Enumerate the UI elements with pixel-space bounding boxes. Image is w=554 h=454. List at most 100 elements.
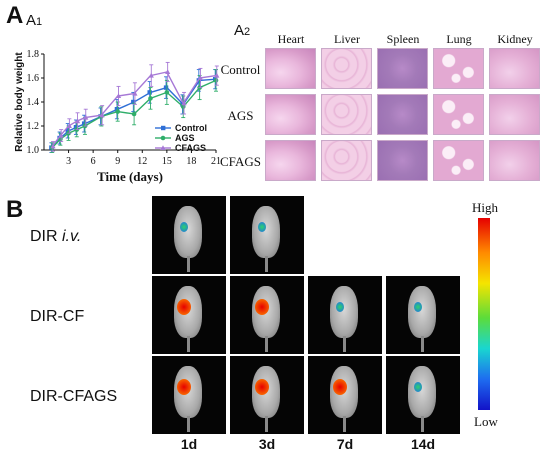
fluorescence-image xyxy=(230,356,304,434)
body-weight-chart: 3 6 9 12 15 18 21 1.0 1.2 1.4 1.6 1.8 Time (days) Rel… xyxy=(14,49,221,184)
histology-image-lung-ags xyxy=(433,94,484,135)
mouse-silhouette xyxy=(408,366,436,418)
histology-image-kidney-control xyxy=(489,48,540,89)
x-tick-label: 18 xyxy=(186,156,196,167)
legend-marker xyxy=(160,135,166,141)
histology-image-liver-ags xyxy=(321,94,372,135)
data-point xyxy=(147,90,152,95)
histology-column-header: Lung xyxy=(446,32,472,46)
panel-label-b: B xyxy=(6,196,24,223)
y-tick-label: 1.8 xyxy=(27,49,40,60)
mouse-tail xyxy=(187,416,190,432)
fluorescence-signal xyxy=(258,222,266,232)
fluorescence-signal xyxy=(177,379,191,395)
histology-image-lung-control xyxy=(433,48,484,89)
mouse-silhouette xyxy=(252,206,280,258)
histology-row-label: Control xyxy=(220,62,261,77)
x-tick-label: 21 xyxy=(211,156,221,167)
panel-label-a: A xyxy=(6,2,24,29)
fluorescence-image xyxy=(386,276,460,354)
panel-label-a1: A1 xyxy=(26,12,42,30)
mouse-silhouette xyxy=(330,286,358,338)
histology-column-header: Liver xyxy=(334,32,360,46)
fluorescence-signal xyxy=(255,299,269,315)
imaging-row-label: DIR-CF xyxy=(30,308,84,326)
fluorescence-signal xyxy=(336,302,344,312)
panel-label-a2-letter: A xyxy=(234,22,245,39)
mouse-tail xyxy=(187,336,190,352)
mouse-tail xyxy=(265,256,268,272)
data-point xyxy=(114,107,120,112)
histology-image-spleen-cfags xyxy=(377,140,428,181)
histology-image-heart-cfags xyxy=(265,140,316,181)
fluorescence-signal xyxy=(414,302,422,312)
x-tick-label: 3 xyxy=(66,156,71,167)
data-point xyxy=(132,90,138,96)
mouse-tail xyxy=(265,336,268,352)
mouse-tail xyxy=(265,416,268,432)
histology-image-kidney-cfags xyxy=(489,140,540,181)
imaging-row-label-italic: i.v. xyxy=(62,228,82,245)
x-tick-label: 9 xyxy=(115,156,120,167)
histology-image-spleen-control xyxy=(377,48,428,89)
fluorescence-signal xyxy=(177,299,191,315)
colorbar-low-label: Low xyxy=(474,414,498,429)
panel-label-a1-sub: 1 xyxy=(36,16,43,28)
data-point xyxy=(74,118,81,124)
panel-label-a1-letter: A xyxy=(26,12,37,29)
x-tick-label: 15 xyxy=(162,156,172,167)
imaging-row-label: DIR-CFAGS xyxy=(30,388,117,406)
histology-image-kidney-ags xyxy=(489,94,540,135)
y-tick-label: 1.6 xyxy=(27,73,40,84)
data-point xyxy=(66,123,72,128)
mouse-silhouette xyxy=(174,206,202,258)
legend-label: CFAGS xyxy=(175,143,206,153)
fluorescence-image xyxy=(230,276,304,354)
histology-panel: Heart Liver Spleen Lung Kidney Control AGS CFA… xyxy=(220,28,554,181)
legend-label: AGS xyxy=(175,133,195,143)
fluorescence-image xyxy=(308,276,382,354)
data-point xyxy=(131,99,136,105)
fluorescence-signal xyxy=(414,382,422,392)
time-label: 14d xyxy=(410,436,436,452)
panel-label-a2-sub: 2 xyxy=(244,26,251,38)
data-point xyxy=(148,72,154,78)
histology-image-heart-control xyxy=(265,48,316,89)
fluorescence-signal xyxy=(333,379,347,395)
fluorescence-image xyxy=(152,276,226,354)
y-axis-label: Relative body weight xyxy=(14,52,25,152)
panel-label-a2: A2 xyxy=(234,22,250,40)
histology-column-header: Heart xyxy=(277,32,305,46)
mouse-silhouette xyxy=(408,286,436,338)
histology-row-label: AGS xyxy=(227,108,254,123)
histology-column-header: Kidney xyxy=(497,32,533,46)
mouse-tail xyxy=(343,336,346,352)
time-label: 3d xyxy=(258,436,276,452)
data-point xyxy=(99,112,105,118)
fluorescence-image xyxy=(230,196,304,274)
histology-column-header: Spleen xyxy=(386,32,420,46)
data-point xyxy=(50,143,56,149)
fluorescence-image xyxy=(152,196,226,274)
x-tick-label: 12 xyxy=(137,156,147,167)
histology-image-liver-cfags xyxy=(321,140,372,181)
fluorescence-signal xyxy=(255,379,269,395)
histology-image-spleen-ags xyxy=(377,94,428,135)
data-point xyxy=(58,132,64,138)
mouse-tail xyxy=(187,256,190,272)
legend-marker xyxy=(160,145,166,150)
mouse-tail xyxy=(343,416,346,432)
data-point xyxy=(65,128,70,133)
colorbar xyxy=(478,218,490,410)
histology-image-lung-cfags xyxy=(433,140,484,181)
data-point xyxy=(214,72,220,78)
fluorescence-image xyxy=(308,356,382,434)
data-point xyxy=(181,100,187,106)
data-point xyxy=(165,69,171,74)
imaging-row-label-text: DIR-CF xyxy=(30,308,85,325)
mouse-tail xyxy=(421,336,424,352)
data-point xyxy=(115,109,121,114)
data-point xyxy=(164,90,170,95)
imaging-row-label-text: DIR-CFAGS xyxy=(30,388,118,405)
data-point xyxy=(83,114,89,120)
